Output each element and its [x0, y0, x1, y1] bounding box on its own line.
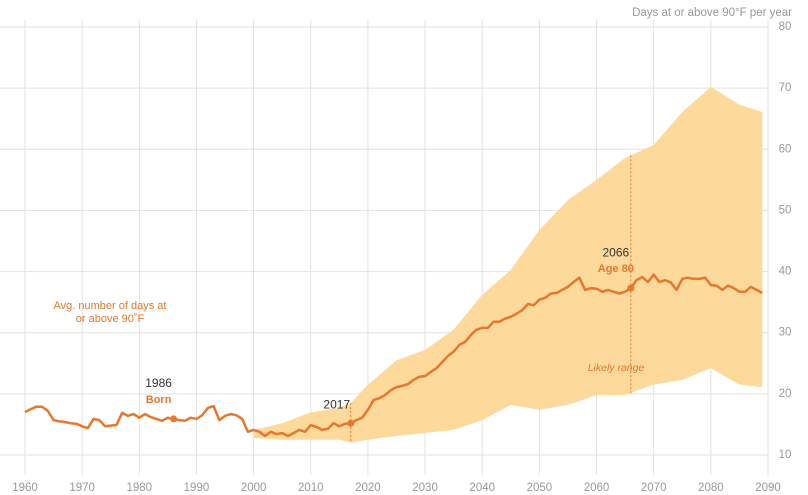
x-tick-label: 2000 — [241, 482, 267, 494]
x-tick-label: 2090 — [755, 482, 781, 494]
annotation-note: Born — [146, 394, 172, 406]
point — [627, 284, 635, 292]
x-tick-label: 2020 — [355, 482, 381, 494]
likely-range — [253, 86, 763, 443]
x-tick-label: 2010 — [298, 482, 324, 494]
y-tick-label: 60 — [779, 143, 792, 155]
y-tick-label: 40 — [779, 266, 792, 278]
x-tick-label: 2030 — [412, 482, 438, 494]
x-tick-label: 2050 — [527, 482, 553, 494]
y-tick-label: 30 — [779, 327, 792, 339]
x-tick-label: 1990 — [184, 482, 210, 494]
x-tick-label: 2070 — [641, 482, 667, 494]
y-tick-label: 20 — [779, 388, 792, 400]
y-tick-label: 70 — [779, 82, 792, 94]
point — [170, 415, 178, 423]
line — [24, 273, 763, 438]
y-tick-label: 10 — [779, 449, 792, 461]
x-tick-label: 2080 — [698, 482, 724, 494]
y-axis-label: Days at or above 90°F per year — [632, 7, 792, 19]
x-tick-label: 1970 — [69, 482, 95, 494]
x-tick-label: 1960 — [12, 482, 38, 494]
annotation-year: 2017 — [323, 397, 350, 411]
band-label: Likely range — [588, 362, 645, 374]
series-label: Avg. number of days at or above 90˚F — [53, 300, 167, 325]
x-tick-label: 2040 — [469, 482, 495, 494]
annotation-year: 1986 — [145, 376, 172, 390]
annotation-year: 2066 — [602, 245, 629, 259]
point — [347, 419, 355, 427]
annotation-note: Age 80 — [598, 263, 634, 275]
x-tick-label: 2060 — [584, 482, 610, 494]
x-tick-label: 1980 — [127, 482, 153, 494]
y-tick-label: 80 — [779, 21, 792, 33]
y-tick-label: 50 — [779, 204, 792, 216]
